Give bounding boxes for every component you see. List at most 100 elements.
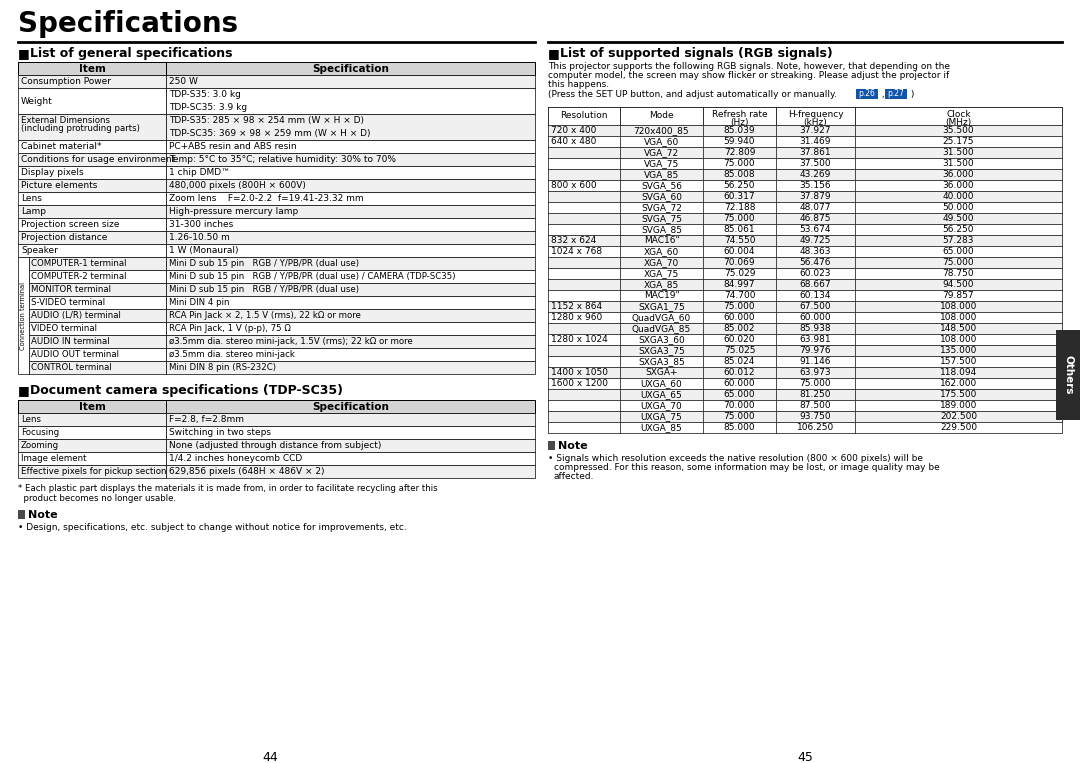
Bar (548, 301, 620, 312)
Bar (620, 235, 703, 246)
Bar (18, 114, 166, 140)
Bar (548, 323, 1062, 334)
Bar (620, 147, 703, 158)
Text: 75.025: 75.025 (724, 346, 755, 355)
Bar (855, 312, 1062, 323)
Bar (855, 356, 1062, 367)
Bar (777, 334, 855, 345)
Bar (18, 439, 166, 452)
Bar (777, 180, 855, 191)
Bar (166, 75, 535, 88)
Text: Specifications: Specifications (18, 10, 238, 38)
Bar (703, 213, 777, 224)
Text: TDP-SC35: 3.9 kg: TDP-SC35: 3.9 kg (168, 103, 247, 112)
Bar (855, 367, 1062, 378)
Text: RCA Pin Jack, 1 V (p-p), 75 Ω: RCA Pin Jack, 1 V (p-p), 75 Ω (168, 324, 291, 333)
Text: MONITOR terminal: MONITOR terminal (31, 285, 111, 294)
Text: Zoom lens    F=2.0-2.2  f=19.41-23.32 mm: Zoom lens F=2.0-2.2 f=19.41-23.32 mm (168, 194, 364, 203)
Bar (548, 235, 620, 246)
Text: Mini DIN 4 pin: Mini DIN 4 pin (168, 298, 229, 307)
Bar (777, 107, 855, 125)
Text: None (adjusted through distance from subject): None (adjusted through distance from sub… (168, 441, 381, 450)
Bar (620, 422, 703, 433)
Text: 68.667: 68.667 (799, 280, 832, 289)
Bar (855, 422, 1062, 433)
Text: Weight: Weight (21, 96, 53, 105)
Bar (620, 378, 703, 389)
Bar (855, 180, 1062, 191)
Text: 1024 x 768: 1024 x 768 (551, 247, 603, 256)
Bar (885, 89, 907, 99)
Bar (166, 348, 535, 361)
Text: compressed. For this reason, some information may be lost, or image quality may : compressed. For this reason, some inform… (554, 463, 940, 472)
Text: 81.250: 81.250 (800, 390, 832, 399)
Text: 189.000: 189.000 (940, 401, 977, 410)
Text: UXGA_60: UXGA_60 (640, 379, 683, 388)
Bar (548, 290, 620, 301)
Bar (548, 411, 1062, 422)
Text: 60.012: 60.012 (724, 368, 755, 377)
Bar (18, 244, 166, 257)
Bar (18, 62, 166, 75)
Text: 60.000: 60.000 (724, 313, 755, 322)
Text: 108.000: 108.000 (940, 313, 977, 322)
Bar (855, 107, 1062, 125)
Text: SXGA3_85: SXGA3_85 (638, 357, 685, 366)
Bar (855, 323, 1062, 334)
Bar (18, 400, 166, 413)
Bar (855, 246, 1062, 257)
Text: 85.039: 85.039 (724, 126, 755, 135)
Bar (777, 422, 855, 433)
Text: Speaker: Speaker (21, 246, 58, 255)
Bar (620, 213, 703, 224)
Text: 75.000: 75.000 (799, 379, 832, 388)
Bar (548, 213, 620, 224)
Bar (777, 323, 855, 334)
Bar (620, 158, 703, 169)
Bar (703, 367, 777, 378)
Bar (548, 257, 1062, 268)
Bar (703, 301, 777, 312)
Text: 63.973: 63.973 (799, 368, 832, 377)
Bar (855, 345, 1062, 356)
Text: 60.004: 60.004 (724, 247, 755, 256)
Text: XGA_75: XGA_75 (644, 269, 679, 278)
Text: PC+ABS resin and ABS resin: PC+ABS resin and ABS resin (168, 142, 297, 151)
Text: 31-300 inches: 31-300 inches (168, 220, 233, 229)
Bar (548, 191, 620, 202)
Bar (548, 345, 1062, 356)
Text: UXGA_85: UXGA_85 (640, 423, 683, 432)
Bar (166, 166, 535, 179)
Text: 60.020: 60.020 (724, 335, 755, 344)
Bar (548, 334, 1062, 345)
Bar (620, 367, 703, 378)
Bar (620, 279, 703, 290)
Text: 832 x 624: 832 x 624 (551, 236, 596, 245)
Text: Switching in two steps: Switching in two steps (168, 428, 271, 437)
Text: 46.875: 46.875 (800, 214, 832, 223)
Text: 60.317: 60.317 (724, 192, 755, 201)
Text: 56.250: 56.250 (724, 181, 755, 190)
Bar (548, 147, 620, 158)
Text: 49.500: 49.500 (943, 214, 974, 223)
Bar (703, 191, 777, 202)
Bar (548, 147, 1062, 158)
Bar (620, 323, 703, 334)
Bar (620, 180, 703, 191)
Text: List of general specifications: List of general specifications (30, 47, 232, 60)
Bar (18, 452, 166, 465)
Text: CONTROL terminal: CONTROL terminal (31, 363, 111, 372)
Bar (166, 309, 535, 322)
Text: 87.500: 87.500 (799, 401, 832, 410)
Bar (18, 192, 166, 205)
Bar (703, 268, 777, 279)
Bar (703, 323, 777, 334)
Text: AUDIO IN terminal: AUDIO IN terminal (31, 337, 110, 346)
Bar (166, 465, 535, 478)
Bar (855, 147, 1062, 158)
Bar (855, 279, 1062, 290)
Bar (166, 192, 535, 205)
Bar (855, 268, 1062, 279)
Text: 43.269: 43.269 (800, 170, 832, 179)
Text: 74.550: 74.550 (724, 236, 755, 245)
